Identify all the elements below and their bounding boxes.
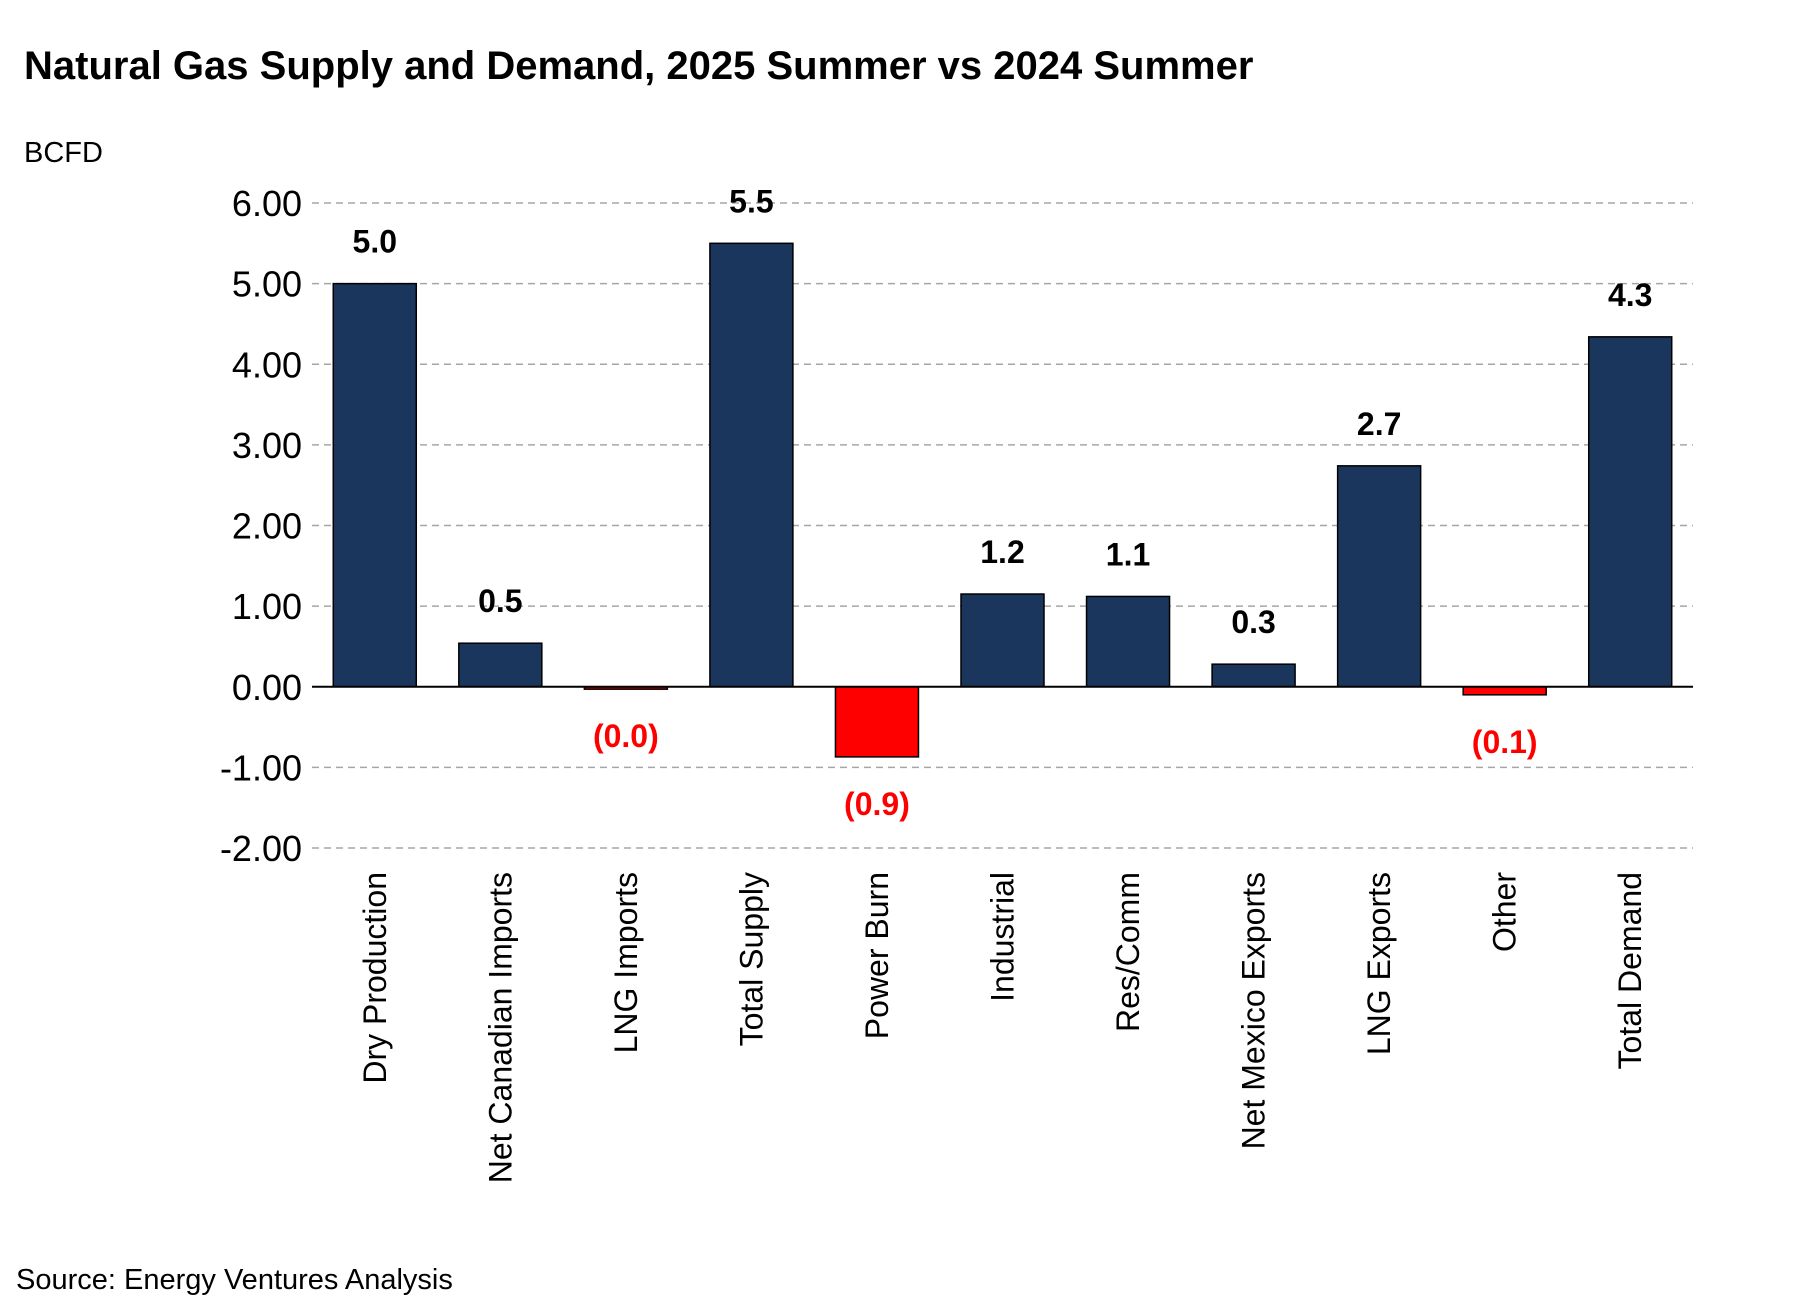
data-label: 0.5: [478, 583, 522, 619]
data-labels: 5.0 0.5 (0.0) 5.5 (0.9) 1.2 1.1 0.3 2.7 (0.1) 4.3: [353, 183, 1653, 822]
bar-net-mexico-exports: [1211, 663, 1296, 688]
y-tick-label: -1.00: [220, 747, 302, 788]
chart-title: Natural Gas Supply and Demand, 2025 Summ…: [24, 44, 1253, 88]
bar-net-canadian-imports: [458, 642, 543, 688]
x-tick-label: Net Mexico Exports: [1236, 872, 1272, 1149]
y-axis-ticks: 6.00 5.00 4.00 3.00 2.00 1.00 0.00 -1.00 -2.00: [220, 183, 302, 869]
x-tick-label: Power Burn: [859, 872, 895, 1039]
y-tick-label: 2.00: [232, 506, 302, 547]
y-tick-label: -2.00: [220, 828, 302, 869]
data-label: (0.1): [1472, 724, 1538, 760]
x-tick-label: Net Canadian Imports: [482, 872, 518, 1183]
y-axis-unit-label: BCFD: [24, 137, 103, 169]
x-tick-label: Total Demand: [1612, 872, 1648, 1069]
bar-industrial: [960, 593, 1045, 688]
data-label: 5.0: [353, 224, 397, 260]
x-tick-label: Dry Production: [357, 872, 393, 1084]
bar-power-burn: [834, 686, 920, 758]
source-note: Source: Energy Ventures Analysis: [16, 1264, 453, 1296]
bar-total-demand: [1587, 336, 1673, 688]
x-tick-label: Res/Comm: [1110, 872, 1146, 1032]
y-tick-label: 4.00: [232, 344, 302, 385]
x-tick-label: Other: [1487, 872, 1523, 952]
y-tick-label: 1.00: [232, 586, 302, 627]
data-label: (0.9): [844, 786, 910, 822]
y-tick-label: 6.00: [232, 183, 302, 224]
data-label: 4.3: [1608, 277, 1652, 313]
bar-lng-exports: [1336, 465, 1422, 688]
y-tick-label: 3.00: [232, 425, 302, 466]
data-label: (0.0): [593, 718, 659, 754]
bar-other: [1462, 686, 1547, 696]
x-tick-label: Industrial: [985, 872, 1021, 1002]
x-tick-label: LNG Exports: [1361, 872, 1397, 1055]
data-label: 2.7: [1357, 406, 1401, 442]
data-label: 0.3: [1231, 604, 1275, 640]
y-tick-label: 0.00: [232, 667, 302, 708]
x-axis-ticks: Dry Production Net Canadian Imports LNG Im…: [357, 872, 1648, 1184]
x-tick-label: Total Supply: [733, 872, 769, 1046]
bars: [332, 242, 1673, 758]
y-tick-label: 5.00: [232, 264, 302, 305]
bar-total-supply: [709, 242, 794, 688]
bar-dry-production: [332, 282, 418, 688]
bar-res-comm: [1085, 595, 1171, 688]
data-label: 1.1: [1106, 536, 1150, 572]
data-label: 1.2: [980, 534, 1024, 570]
data-label: 5.5: [729, 183, 773, 219]
x-tick-label: LNG Imports: [608, 872, 644, 1053]
